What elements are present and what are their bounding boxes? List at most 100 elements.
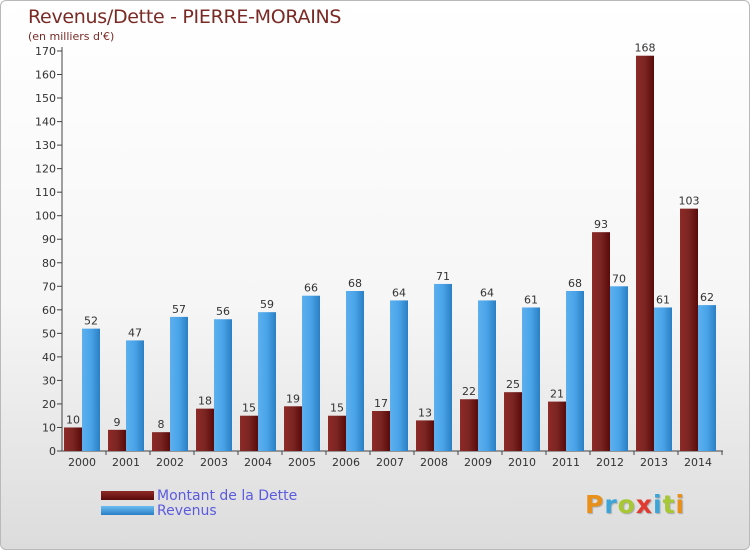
data-label-revenue: 64: [480, 286, 494, 299]
legend-swatch-debt: [101, 491, 154, 500]
x-tick-label: 2003: [200, 456, 228, 469]
data-label-debt: 22: [462, 385, 476, 398]
data-label-revenue: 70: [612, 272, 626, 285]
data-label-debt: 103: [679, 195, 700, 208]
chart-title: Revenus/Dette - PIERRE-MORAINS: [28, 6, 342, 28]
bar-debt: [636, 55, 654, 452]
logo-letter: i: [653, 490, 663, 519]
bar-revenue: [478, 300, 496, 451]
bar-debt: [416, 420, 434, 451]
y-tick-label: 40: [42, 351, 56, 364]
bar-revenue: [82, 328, 100, 451]
bar-debt: [460, 399, 478, 451]
x-tick-label: 2006: [332, 456, 360, 469]
chart-subtitle: (en milliers d'€): [28, 30, 115, 43]
y-tick-label: 80: [42, 257, 56, 270]
data-label-revenue: 61: [656, 293, 670, 306]
bar-debt: [548, 401, 566, 451]
y-tick-label: 30: [42, 374, 56, 387]
data-label-debt: 13: [418, 406, 432, 419]
data-label-debt: 8: [158, 418, 165, 431]
bar-debt: [372, 411, 390, 451]
data-label-revenue: 52: [84, 315, 98, 328]
bar-revenue: [522, 307, 540, 451]
bar-debt: [152, 432, 170, 451]
data-label-revenue: 68: [568, 277, 582, 290]
x-tick-label: 2007: [376, 456, 404, 469]
y-tick-label: 150: [35, 92, 56, 105]
x-tick-label: 2013: [640, 456, 668, 469]
bar-debt: [328, 415, 346, 451]
x-tick-label: 2008: [420, 456, 448, 469]
y-tick-label: 60: [42, 304, 56, 317]
y-tick-label: 0: [49, 445, 56, 458]
bar-debt: [108, 429, 126, 451]
bar-debt: [64, 427, 82, 451]
bar-revenue: [126, 340, 144, 451]
x-tick-label: 2001: [112, 456, 140, 469]
data-label-revenue: 71: [436, 270, 450, 283]
y-tick-label: 50: [42, 327, 56, 340]
y-tick-label: 90: [42, 233, 56, 246]
legend-label-debt: Montant de la Dette: [157, 487, 298, 504]
data-label-debt: 25: [506, 378, 520, 391]
data-label-debt: 15: [242, 402, 256, 415]
data-label-debt: 168: [635, 42, 656, 55]
data-label-revenue: 66: [304, 282, 318, 295]
x-tick-label: 2011: [552, 456, 580, 469]
y-tick-label: 20: [42, 398, 56, 411]
bar-revenue: [434, 283, 452, 451]
data-label-debt: 9: [114, 416, 121, 429]
data-label-revenue: 59: [260, 298, 274, 311]
x-tick-label: 2014: [684, 456, 712, 469]
logo-letter: P: [585, 490, 605, 519]
bar-debt: [504, 392, 522, 451]
data-label-debt: 93: [594, 218, 608, 231]
x-tick-label: 2010: [508, 456, 536, 469]
x-tick-label: 2000: [68, 456, 96, 469]
logo-letter: r: [604, 490, 618, 519]
bar-revenue: [610, 286, 628, 451]
y-tick-label: 170: [35, 45, 56, 58]
x-tick-label: 2004: [244, 456, 272, 469]
legend-label-revenue: Revenus: [157, 502, 217, 519]
bar-revenue: [390, 300, 408, 451]
data-label-debt: 19: [286, 392, 300, 405]
data-label-revenue: 64: [392, 286, 406, 299]
data-label-debt: 15: [330, 402, 344, 415]
data-label-debt: 21: [550, 388, 564, 401]
bar-revenue: [654, 307, 672, 451]
y-tick-label: 160: [35, 69, 56, 82]
data-label-debt: 17: [374, 397, 388, 410]
logo-letter: i: [675, 490, 686, 519]
bar-revenue: [566, 291, 584, 451]
y-tick-label: 100: [35, 210, 56, 223]
y-tick-label: 140: [35, 116, 56, 129]
y-tick-label: 120: [35, 163, 56, 176]
bar-debt: [196, 408, 214, 451]
legend-item-revenue: Revenus: [101, 502, 297, 519]
logo-letter: o: [617, 490, 636, 519]
data-label-revenue: 62: [700, 291, 714, 304]
data-label-debt: 18: [198, 395, 212, 408]
legend-swatch-revenue: [101, 506, 154, 515]
y-tick-label: 130: [35, 139, 56, 152]
bar-debt: [284, 406, 302, 451]
legend-item-debt: Montant de la Dette: [101, 487, 298, 504]
bar-revenue: [214, 319, 232, 451]
logo-letter: x: [635, 490, 653, 519]
bar-revenue: [698, 305, 716, 451]
data-label-revenue: 56: [216, 305, 230, 318]
proxiti-logo: Proxiti: [585, 490, 685, 519]
data-label-debt: 10: [66, 413, 80, 426]
x-tick-label: 2002: [156, 456, 184, 469]
bar-debt: [240, 415, 258, 451]
x-tick-label: 2012: [596, 456, 624, 469]
x-tick-label: 2005: [288, 456, 316, 469]
y-tick-label: 70: [42, 280, 56, 293]
bar-debt: [592, 232, 610, 451]
bar-revenue: [302, 295, 320, 451]
bar-revenue: [346, 291, 364, 451]
